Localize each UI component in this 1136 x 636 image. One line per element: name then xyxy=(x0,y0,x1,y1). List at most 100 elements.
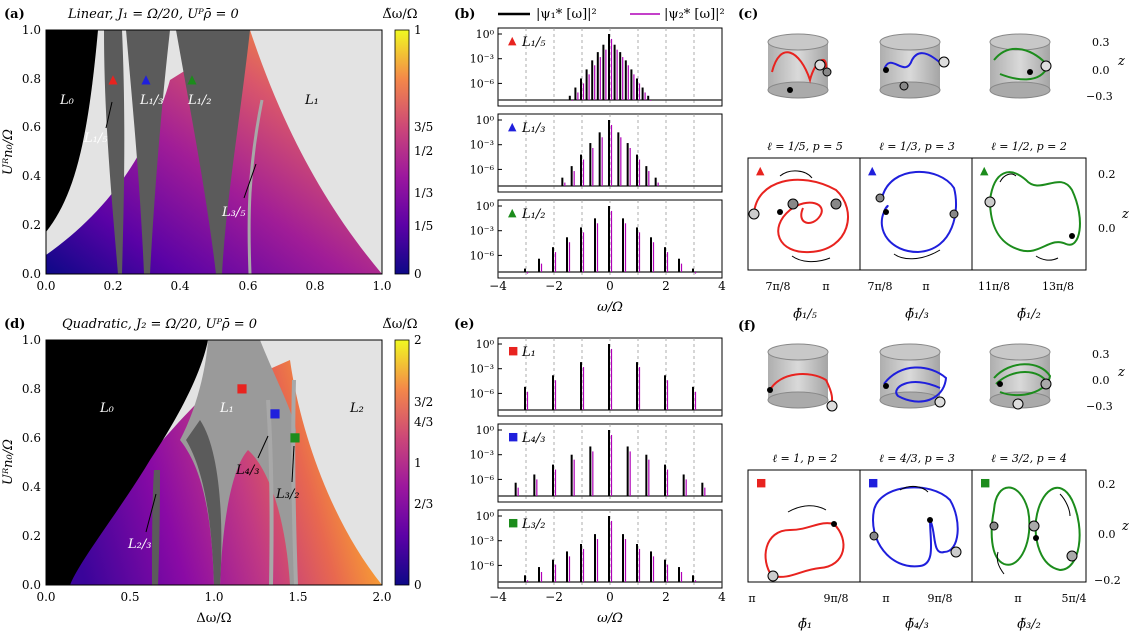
svg-text:z: z xyxy=(1121,207,1129,222)
svg-text:2/3: 2/3 xyxy=(414,497,433,511)
panel-d-tongue-l32 xyxy=(291,379,298,586)
label-a-L0: L₀ xyxy=(59,93,75,108)
svg-text:0: 0 xyxy=(414,267,422,281)
arrow-a-L15 xyxy=(105,101,113,129)
ytick-label: 10⁰ xyxy=(476,424,495,437)
flat-title-c1: ℓ = 1/5, p = 5 xyxy=(767,140,843,153)
cylinder-c2 xyxy=(879,33,950,99)
flat-title-f3: ℓ = 3/2, p = 4 xyxy=(991,452,1067,465)
panel-e: (e) −4 −2 0 2 4 ω/Ω xyxy=(454,317,726,626)
flat-c3-xlabel: ϕ̃₁/₂ xyxy=(1017,307,1041,322)
svg-text:0: 0 xyxy=(606,590,614,604)
panel-c: (c) 0.3 xyxy=(738,7,1129,322)
svg-text:π: π xyxy=(922,280,929,293)
spectrum-label: L₄/₃ xyxy=(521,431,545,446)
ytick-label: 10⁻⁶ xyxy=(470,473,495,486)
panel-a-cb-title: Δ̃ω/Ω xyxy=(382,7,417,22)
flat-c2-xlabel: ϕ̃₁/₃ xyxy=(905,307,929,322)
label-d-L23: L₂/₃ xyxy=(127,537,151,552)
ytick-label: 10⁻³ xyxy=(470,53,494,66)
ytick-label: 10⁰ xyxy=(476,114,495,127)
panel-d-xlabel: Δω/Ω xyxy=(196,611,231,626)
svg-text:0.0: 0.0 xyxy=(22,267,41,281)
panel-d-tongue-l23 xyxy=(152,470,160,585)
label-a-L12: L₁/₂ xyxy=(187,93,211,108)
ytick-label: 10⁻³ xyxy=(470,535,494,548)
flat-f2-xlabel: ϕ̃₄/₃ xyxy=(905,617,929,632)
flat-box-c1 xyxy=(747,157,863,271)
spectrum-marker: ■ xyxy=(508,516,518,529)
svg-text:0.2: 0.2 xyxy=(1098,478,1116,491)
flat-title-c2: ℓ = 1/3, p = 3 xyxy=(879,140,955,153)
panel-e-xlabel: ω/Ω xyxy=(597,611,623,626)
svg-text:0.0: 0.0 xyxy=(36,590,55,604)
panel-a: (a) Linear, J₁ = Ω/20, Uᴾρ̄ = 0 0.0 0.2 … xyxy=(1,7,433,293)
svg-text:0.2: 0.2 xyxy=(103,279,122,293)
svg-text:0.5: 0.5 xyxy=(120,590,139,604)
arrow-d-L23 xyxy=(145,493,157,533)
panel-a-ylabel: Uᴿn₀/Ω xyxy=(1,129,16,175)
svg-text:1: 1 xyxy=(414,456,422,470)
ytick-label: 10⁻⁶ xyxy=(470,559,495,572)
svg-text:−4: −4 xyxy=(489,590,507,604)
cylinder-f3 xyxy=(989,343,1052,410)
svg-text:0.0: 0.0 xyxy=(1092,64,1110,77)
label-d-L0: L₀ xyxy=(99,401,115,416)
panel-b-xticks: −4 −2 0 2 4 xyxy=(489,279,726,293)
svg-text:7π/8: 7π/8 xyxy=(868,280,893,293)
svg-text:−2: −2 xyxy=(545,279,563,293)
svg-text:0.8: 0.8 xyxy=(22,72,41,86)
svg-text:0.6: 0.6 xyxy=(22,431,41,445)
svg-text:0.4: 0.4 xyxy=(170,279,189,293)
flat-title-f2: ℓ = 4/3, p = 3 xyxy=(879,452,955,465)
svg-text:0.2: 0.2 xyxy=(1098,168,1116,181)
svg-text:0.0: 0.0 xyxy=(1098,528,1116,541)
spectrum-label: L₁ xyxy=(521,345,536,360)
panel-d-cb-title: Δ̃ω/Ω xyxy=(382,317,417,332)
panel-a-l0-region xyxy=(46,30,98,232)
panel-a-tongue-l12 xyxy=(176,30,250,274)
svg-text:0.0: 0.0 xyxy=(1092,374,1110,387)
flat-f-xticks: π 9π/8 π 9π/8 π 5π/4 xyxy=(748,592,1086,605)
svg-text:0.2: 0.2 xyxy=(22,218,41,232)
svg-text:1.0: 1.0 xyxy=(22,23,41,37)
panel-c-zaxis: 0.3 0.0 −0.3 z xyxy=(1086,36,1125,103)
svg-text:0: 0 xyxy=(606,279,614,293)
panel-f: (f) 0.3 0.0 −0 xyxy=(738,319,1129,632)
panel-d-xticks: 0.0 0.5 1.0 1.5 2.0 xyxy=(36,590,391,604)
svg-text:9π/8: 9π/8 xyxy=(824,592,849,605)
arrow-a-L35 xyxy=(243,163,257,199)
flat-title-c3: ℓ = 1/2, p = 2 xyxy=(991,140,1067,153)
panel-d: (d) Quadratic, J₂ = Ω/20, Uᴾρ̄ = 0 0.0 0… xyxy=(1,317,433,626)
marker-d-L43: ■ xyxy=(269,406,280,420)
svg-text:13π/8: 13π/8 xyxy=(1042,280,1074,293)
panel-a-frame xyxy=(45,29,383,275)
flat-f3-xlabel: ϕ̃₃/₂ xyxy=(1017,617,1041,632)
svg-text:4: 4 xyxy=(718,590,726,604)
svg-text:9π/8: 9π/8 xyxy=(928,592,953,605)
flat-box-c3 xyxy=(971,157,1087,271)
flat-title-f1: ℓ = 1, p = 2 xyxy=(772,452,837,465)
svg-text:π: π xyxy=(1014,592,1021,605)
svg-text:1/2: 1/2 xyxy=(414,144,433,158)
panel-e-letter: (e) xyxy=(454,317,475,332)
svg-text:0.0: 0.0 xyxy=(36,279,55,293)
svg-text:−4: −4 xyxy=(489,279,507,293)
spectrum-marker: ■ xyxy=(508,430,518,443)
panel-a-tongue-l15 xyxy=(104,30,125,274)
panel-a-yticks: 0.0 0.2 0.4 0.6 0.8 1.0 xyxy=(22,23,41,281)
curve-c3 xyxy=(989,171,1081,253)
svg-text:0.4: 0.4 xyxy=(22,169,41,183)
spectrum-marker: ▲ xyxy=(508,120,517,133)
spectrum-label: L₁/₅ xyxy=(521,35,546,50)
ytick-label: 10⁻³ xyxy=(470,449,494,462)
svg-text:2: 2 xyxy=(414,333,422,347)
flat-box-f2 xyxy=(859,469,975,583)
svg-text:2: 2 xyxy=(662,279,670,293)
panel-f-letter: (f) xyxy=(738,319,756,334)
spectrum-label: L₁/₂ xyxy=(521,207,545,222)
ytick-label: 10⁻⁶ xyxy=(470,77,495,90)
cylinder-f1 xyxy=(767,343,838,412)
panel-a-cbticks: 0 1/5 1/3 1/2 3/5 1 xyxy=(414,23,433,281)
